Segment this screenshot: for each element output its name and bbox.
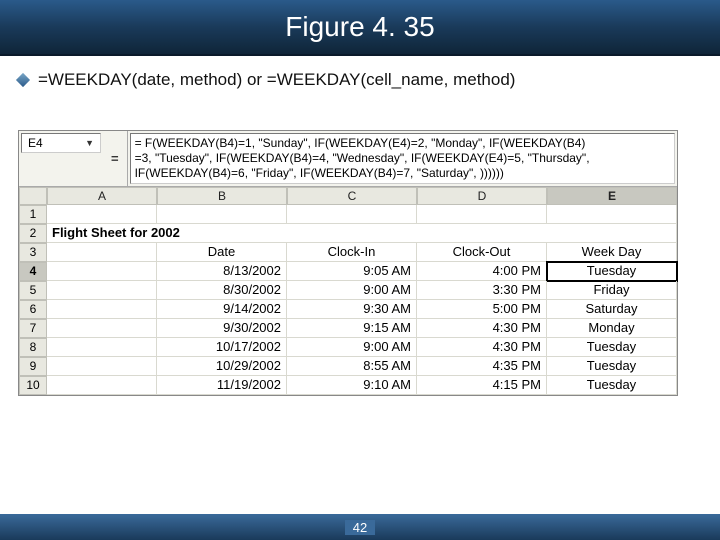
row-header[interactable]: 4 <box>19 262 47 281</box>
table-cell[interactable]: 9/14/2002 <box>157 300 287 319</box>
table-cell[interactable]: 10/29/2002 <box>157 357 287 376</box>
table-cell[interactable]: 4:30 PM <box>417 338 547 357</box>
slide-body: =WEEKDAY(date, method) or =WEEKDAY(cell_… <box>0 56 720 396</box>
title-bar: Figure 4. 35 <box>0 0 720 56</box>
table-cell[interactable]: 9:00 AM <box>287 338 417 357</box>
column-header-e[interactable]: E <box>547 187 677 205</box>
table-header-cell[interactable]: Date <box>157 243 287 262</box>
table-cell[interactable]: 3:30 PM <box>417 281 547 300</box>
table-cell[interactable]: Monday <box>547 319 677 338</box>
row-header[interactable]: 2 <box>19 224 47 243</box>
table-cell[interactable]: Tuesday <box>547 357 677 376</box>
row-header[interactable]: 10 <box>19 376 47 395</box>
name-box-value: E4 <box>28 136 43 150</box>
column-header-d[interactable]: D <box>417 187 547 205</box>
row-header[interactable]: 9 <box>19 357 47 376</box>
bullet-label: =WEEKDAY(date, method) or =WEEKDAY(cell_… <box>38 70 515 89</box>
table-cell[interactable]: Friday <box>547 281 677 300</box>
table-header-cell[interactable]: Week Day <box>547 243 677 262</box>
table-cell[interactable]: 4:35 PM <box>417 357 547 376</box>
table-cell[interactable]: 8/30/2002 <box>157 281 287 300</box>
table-header-cell[interactable] <box>47 243 157 262</box>
table-cell[interactable]: 9/30/2002 <box>157 319 287 338</box>
table-cell[interactable] <box>157 205 287 224</box>
table-cell[interactable]: Tuesday <box>547 262 677 281</box>
table-cell[interactable]: 8:55 AM <box>287 357 417 376</box>
table-cell[interactable]: 10/17/2002 <box>157 338 287 357</box>
table-cell[interactable]: 4:00 PM <box>417 262 547 281</box>
fx-label[interactable]: = <box>103 131 128 186</box>
table-header-cell[interactable]: Clock-Out <box>417 243 547 262</box>
table-header-cell[interactable]: Clock-In <box>287 243 417 262</box>
row-header[interactable]: 7 <box>19 319 47 338</box>
sheet-title-cell[interactable]: Flight Sheet for 2002 <box>47 224 677 243</box>
table-cell[interactable] <box>47 338 157 357</box>
table-cell[interactable]: Saturday <box>547 300 677 319</box>
table-cell[interactable] <box>47 300 157 319</box>
table-cell[interactable]: 8/13/2002 <box>157 262 287 281</box>
column-header-b[interactable]: B <box>157 187 287 205</box>
table-cell[interactable] <box>47 357 157 376</box>
table-cell[interactable]: 11/19/2002 <box>157 376 287 395</box>
formula-bar-row: E4 ▼ = = F(WEEKDAY(B4)=1, "Sunday", IF(W… <box>19 131 677 187</box>
bullet-line: =WEEKDAY(date, method) or =WEEKDAY(cell_… <box>18 70 702 90</box>
row-header[interactable]: 1 <box>19 205 47 224</box>
row-header[interactable]: 8 <box>19 338 47 357</box>
footer-bar: 42 <box>0 514 720 540</box>
table-cell[interactable]: 4:30 PM <box>417 319 547 338</box>
row-header[interactable]: 5 <box>19 281 47 300</box>
page-number: 42 <box>345 520 375 535</box>
bullet-text: =WEEKDAY(date, method) or =WEEKDAY(cell_… <box>38 70 515 90</box>
table-cell[interactable]: 9:15 AM <box>287 319 417 338</box>
spreadsheet-grid: ABCDE 12Flight Sheet for 20023 DateClock-I… <box>19 187 677 395</box>
column-header-a[interactable]: A <box>47 187 157 205</box>
table-cell[interactable] <box>47 262 157 281</box>
table-cell[interactable] <box>47 376 157 395</box>
row-header[interactable]: 3 <box>19 243 47 262</box>
table-cell[interactable] <box>47 319 157 338</box>
chevron-down-icon[interactable]: ▼ <box>85 138 94 148</box>
table-cell[interactable]: 4:15 PM <box>417 376 547 395</box>
formula-bar[interactable]: = F(WEEKDAY(B4)=1, "Sunday", IF(WEEKDAY(… <box>130 133 675 184</box>
column-header-c[interactable]: C <box>287 187 417 205</box>
table-cell[interactable] <box>287 205 417 224</box>
table-cell[interactable] <box>47 281 157 300</box>
table-cell[interactable]: 9:05 AM <box>287 262 417 281</box>
table-cell[interactable]: Tuesday <box>547 338 677 357</box>
table-cell[interactable]: 9:10 AM <box>287 376 417 395</box>
table-cell[interactable]: Tuesday <box>547 376 677 395</box>
bullet-icon <box>16 73 30 87</box>
table-cell[interactable]: 5:00 PM <box>417 300 547 319</box>
table-cell[interactable] <box>47 205 157 224</box>
select-all-corner[interactable] <box>19 187 47 205</box>
table-cell[interactable] <box>547 205 677 224</box>
table-cell[interactable]: 9:00 AM <box>287 281 417 300</box>
row-header[interactable]: 6 <box>19 300 47 319</box>
table-cell[interactable] <box>417 205 547 224</box>
name-box[interactable]: E4 ▼ <box>21 133 101 153</box>
slide-title: Figure 4. 35 <box>285 11 434 43</box>
table-cell[interactable]: 9:30 AM <box>287 300 417 319</box>
excel-screenshot: E4 ▼ = = F(WEEKDAY(B4)=1, "Sunday", IF(W… <box>18 130 678 396</box>
